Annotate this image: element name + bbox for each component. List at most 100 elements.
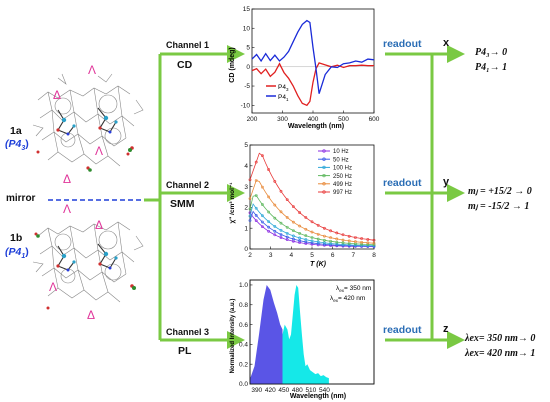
smm-data-point: [310, 220, 314, 224]
smm-series-line-10hz: [249, 212, 375, 247]
smm-x-tick-label: 2: [248, 252, 252, 259]
smm-data-point: [304, 238, 308, 241]
subscript: 1: [21, 253, 26, 261]
smm-data-point: [254, 160, 258, 164]
delta-marker: Δ: [95, 218, 104, 232]
smm-data-point: [347, 239, 351, 243]
smm-data-point: [341, 233, 345, 237]
smm-data-point: [366, 241, 370, 245]
smm-x-axis-label: T (K): [310, 261, 327, 268]
smm-data-point: [316, 237, 320, 241]
smm-data-point: [360, 237, 364, 240]
cd-y-tick-label: -5: [244, 83, 250, 90]
channel-1-name: CD: [177, 59, 193, 71]
compound-1a-label: 1a: [10, 125, 22, 137]
smm-data-point: [292, 234, 295, 238]
pl-y-tick-label: 0.0: [239, 381, 248, 388]
pl-legend-420-rest: = 420 nm: [338, 295, 365, 302]
molecule-1b-image: [32, 221, 144, 310]
smm-data-point: [329, 239, 333, 243]
smm-data-point: [316, 232, 320, 236]
pl-area-420nm: [282, 285, 329, 384]
smm-data-point: [285, 235, 289, 239]
smm-data-point: [273, 229, 277, 233]
smm-data-point: [254, 179, 258, 182]
smm-data-point: [248, 214, 252, 218]
smm-data-point: [261, 185, 264, 189]
smm-data-point: [316, 223, 320, 227]
paren-close: ): [25, 138, 29, 150]
molecule-panel: Δ Λ Λ Δ Λ Δ Λ Δ 1a (P43) mirror 1b (P41): [0, 0, 150, 402]
cd-x-tick-label: 400: [308, 116, 319, 123]
pl-y-tick-label: 0.8: [239, 302, 248, 309]
smm-y-axis-label: χ'' /cm³ mol⁻¹: [229, 183, 236, 224]
smm-data-point: [261, 203, 264, 206]
smm-legend-label: 250 Hz: [333, 174, 352, 180]
delta-marker: Δ: [53, 88, 62, 102]
smm-data-point: [304, 242, 308, 245]
smm-data-point: [279, 189, 283, 193]
output-axis-z: z: [443, 323, 449, 335]
smm-data-point: [285, 232, 289, 235]
smm-data-point: [329, 236, 333, 240]
cd-x-tick-label: 600: [369, 116, 380, 123]
smm-data-point: [310, 239, 314, 243]
channel-2-name: SMM: [170, 198, 195, 210]
pl-y-tick-label: 0.6: [239, 322, 248, 329]
cd-x-tick-label: 500: [338, 116, 349, 123]
output-axis-x: x: [443, 37, 450, 49]
smm-data-point: [292, 237, 295, 241]
compound-1a-group: (P43): [5, 138, 29, 152]
smm-legend-marker: [322, 157, 326, 161]
smm-x-tick-label: 8: [372, 252, 376, 259]
smm-data-point: [335, 237, 339, 241]
result-channel-2-line-1: mⱼ = +15/2 → 0: [468, 186, 532, 197]
smm-legend-marker: [322, 182, 326, 186]
molecule-1a-image: [32, 73, 144, 172]
smm-legend-label: 10 Hz: [333, 149, 349, 155]
result-channel-1-line-1: P4₃→ 0: [475, 47, 508, 58]
pl-x-tick-label: 390: [251, 387, 262, 394]
smm-data-point: [298, 211, 302, 214]
smm-y-tick-label: 1: [244, 225, 248, 232]
pl-y-tick-label: 0.4: [239, 342, 248, 349]
smm-data-point: [304, 216, 308, 219]
pl-legend-350-sub: ex: [339, 288, 345, 293]
smm-y-tick-label: 2: [244, 205, 248, 212]
smm-data-point: [372, 241, 376, 245]
smm-data-point: [279, 236, 283, 239]
smm-data-point: [298, 231, 302, 235]
pl-legend-420-lambda: λ: [330, 295, 334, 302]
smm-data-point: [267, 168, 271, 171]
smm-legend-label: 100 Hz: [333, 166, 352, 172]
smm-data-point: [285, 198, 289, 202]
smm-series-line-997hz: [249, 152, 375, 241]
smm-data-point: [316, 240, 320, 244]
cd-legend-p41-sub: 1: [286, 97, 289, 102]
smm-data-point: [248, 207, 252, 211]
readout-1-label: readout: [383, 38, 422, 50]
readout-3-label: readout: [383, 324, 422, 336]
output-axis-y: y: [443, 176, 450, 188]
smm-data-point: [292, 220, 295, 224]
lambda-marker: Λ: [49, 280, 58, 294]
paren: (P4: [5, 246, 22, 258]
smm-data-point: [279, 221, 283, 225]
result-channel-3-line-2: λex= 420 nm→ 1: [465, 348, 536, 359]
smm-data-point: [335, 231, 339, 235]
smm-data-point: [353, 240, 357, 244]
pl-legend-350-rest: = 350 nm: [344, 285, 371, 292]
smm-data-point: [285, 225, 289, 229]
smm-data-point: [254, 194, 258, 197]
smm-data-point: [254, 219, 258, 223]
smm-data-point: [347, 234, 351, 238]
pl-area-350nm: [250, 285, 283, 384]
readout-2-label: readout: [383, 177, 422, 189]
smm-legend-label: 499 Hz: [333, 182, 352, 188]
cd-spectrum-chart: 200 300 400 500 600 15 10 5 0 -5 -10 CD (mdeg) Wav…: [229, 6, 380, 130]
smm-data-point: [261, 220, 264, 224]
paren: (P4: [5, 138, 22, 150]
channel-2-label: Channel 2: [166, 180, 210, 190]
channel-3-label: Channel 3: [166, 327, 210, 337]
smm-data-point: [298, 224, 302, 228]
